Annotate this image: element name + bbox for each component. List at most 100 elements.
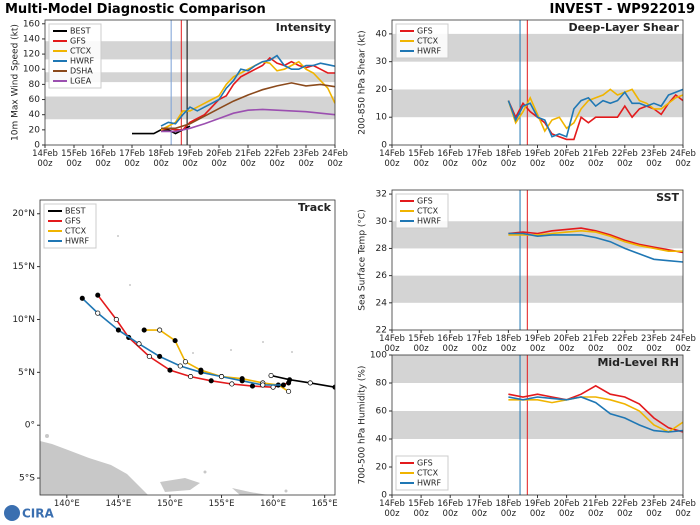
track-point: [95, 292, 101, 298]
legend-label: CTCX: [417, 469, 439, 478]
series-line: [508, 396, 683, 433]
x-tick-label: 160°E: [260, 499, 287, 509]
y-tick-label: 24: [376, 298, 388, 308]
band: [45, 41, 335, 60]
series-line: [508, 384, 683, 433]
legend-label: CTCX: [417, 207, 439, 216]
plot-frame: [391, 19, 684, 146]
x-tick-label: 14Feb 00z: [379, 499, 405, 519]
track-point: [115, 327, 121, 333]
band: [392, 355, 683, 383]
track-point: [307, 380, 313, 386]
y-tick-label: 32: [376, 190, 387, 200]
x-tick-label: 21Feb 00z: [582, 334, 609, 354]
series-line: [161, 108, 335, 133]
legend-label: HWRF: [417, 479, 441, 488]
y-tick-label: 100: [23, 65, 40, 75]
series-line: [508, 396, 683, 433]
legend-label: BEST: [70, 27, 91, 36]
panel-title: SST: [656, 191, 679, 204]
track-point: [113, 316, 119, 323]
x-tick-label: 15Feb 00z: [408, 334, 435, 354]
y-tick-label: 15°N: [12, 262, 35, 272]
x-tick-label: 19Feb 00z: [177, 149, 203, 169]
x-tick-label: 145°E: [105, 499, 132, 509]
band: [392, 411, 683, 439]
track-point: [218, 374, 225, 380]
track-point: [188, 374, 194, 380]
series-group: [508, 384, 683, 433]
panel-title: Deep-Layer Shear: [568, 21, 679, 34]
series-group: [79, 292, 335, 394]
y-tick-label: 22: [376, 326, 387, 336]
series-line: [81, 297, 284, 386]
x-tick-label: 20Feb 00z: [553, 499, 580, 519]
panel-title: Intensity: [276, 21, 331, 34]
x-tick-label: 140°E: [53, 499, 80, 509]
x-tick-label: 21Feb 00z: [235, 149, 261, 169]
y-tick-label: 20: [376, 463, 388, 473]
track-point: [286, 380, 292, 386]
series-line: [144, 329, 290, 393]
band: [392, 275, 683, 303]
y-axis-label: 200-850 hPa Shear (kt): [358, 30, 368, 134]
x-tick-label: 20Feb 00z: [206, 149, 232, 169]
y-tick-label: 120: [23, 50, 40, 60]
x-tick-label: 15Feb 00z: [408, 499, 435, 519]
legend-label: HWRF: [417, 217, 441, 226]
x-tick-label: 155°E: [208, 499, 235, 509]
y-tick-label: 100: [370, 351, 387, 361]
legend-label: DSHA: [70, 67, 93, 76]
series-line: [97, 294, 289, 389]
x-tick-label: 23Feb 00z: [640, 334, 667, 354]
series-line: [270, 374, 335, 388]
legend-label: GFS: [417, 27, 433, 36]
y-tick-label: 60: [376, 407, 388, 417]
legend-label: GFS: [417, 197, 433, 206]
track-point: [136, 341, 142, 347]
legend-label: LGEA: [70, 77, 92, 86]
x-tick-label: 22Feb 00z: [611, 499, 638, 519]
y-tick-label: 10: [376, 113, 388, 123]
x-tick-label: 24Feb 00z: [670, 499, 696, 519]
legend-label: CTCX: [70, 47, 92, 56]
track-point: [79, 295, 85, 301]
track-point: [239, 378, 245, 384]
y-tick-label: 40: [376, 435, 388, 445]
x-tick-label: 22Feb 00z: [264, 149, 290, 169]
series-line: [507, 88, 683, 133]
x-tick-label: 16Feb 00z: [90, 149, 116, 169]
legend-label: GFS: [417, 459, 433, 468]
y-tick-label: 40: [376, 29, 388, 39]
plot-frame: [391, 189, 684, 331]
panel-title: Track: [298, 201, 332, 214]
land: [40, 235, 293, 495]
logo-text: CIRA: [22, 507, 55, 521]
y-tick-label: 26: [376, 271, 388, 281]
y-tick-label: 80: [29, 80, 41, 90]
y-tick-label: 10°N: [12, 315, 35, 325]
x-tick-label: 19Feb 00z: [524, 149, 551, 169]
y-tick-label: 0: [381, 491, 387, 501]
y-tick-label: 30: [376, 217, 388, 227]
track-point: [141, 327, 147, 333]
y-tick-label: 20°N: [12, 209, 35, 219]
track-point: [286, 388, 292, 394]
series-line: [508, 232, 683, 263]
legend-label: GFS: [70, 37, 86, 46]
x-tick-label: 18Feb 00z: [495, 334, 522, 354]
track-point: [260, 382, 266, 388]
page-title: Multi-Model Diagnostic Comparison: [5, 2, 266, 17]
x-tick-label: 23Feb 00z: [640, 499, 667, 519]
series-line: [508, 229, 683, 252]
plot-frame: [391, 354, 684, 496]
track-point: [177, 363, 183, 369]
series-line: [160, 56, 335, 131]
y-tick-label: 5°S: [19, 474, 35, 484]
y-tick-label: 20: [29, 125, 41, 135]
x-tick-label: 24Feb 00z: [322, 149, 348, 169]
track-point: [249, 383, 256, 389]
track-point: [229, 381, 235, 387]
x-tick-label: 14Feb 00z: [379, 149, 405, 169]
